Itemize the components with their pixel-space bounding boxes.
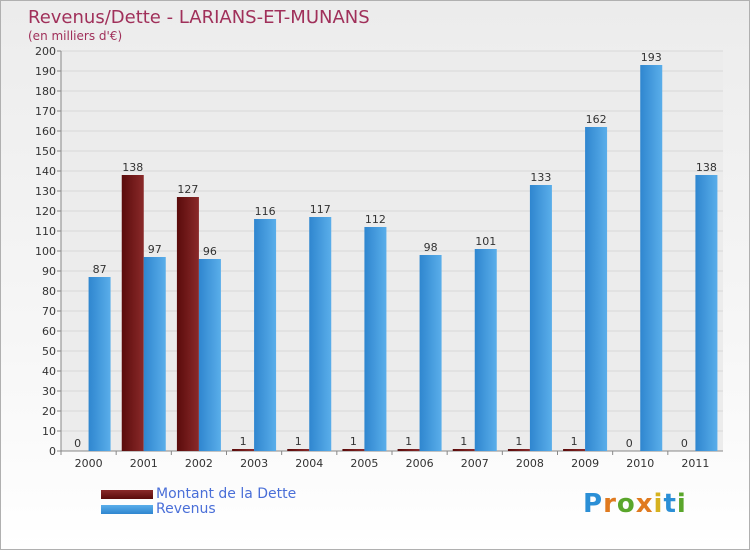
bar-revenus	[529, 185, 552, 451]
bar-revenus	[640, 65, 663, 451]
data-label-revenus: 112	[365, 213, 386, 226]
bar-dette	[563, 449, 586, 451]
bar-revenus	[143, 257, 166, 451]
y-tick-label: 150	[35, 145, 56, 158]
data-label-revenus: 193	[641, 51, 662, 64]
y-tick-label: 30	[42, 385, 56, 398]
y-tick-label: 10	[42, 425, 56, 438]
data-label-revenus: 87	[93, 263, 107, 276]
y-tick-label: 20	[42, 405, 56, 418]
data-label-revenus: 162	[586, 113, 607, 126]
x-tick-label: 2005	[350, 457, 378, 470]
logo-letter: i	[676, 489, 687, 519]
legend-swatch-revenus	[101, 505, 153, 514]
legend-label-dette: Montant de la Dette	[156, 486, 297, 502]
x-tick-label: 2004	[295, 457, 323, 470]
data-label-dette: 1	[460, 435, 467, 448]
bar-revenus	[364, 227, 387, 451]
y-tick-label: 160	[35, 125, 56, 138]
x-tick-label: 2009	[571, 457, 599, 470]
y-tick-label: 130	[35, 185, 56, 198]
y-tick-label: 60	[42, 325, 56, 338]
data-label-dette: 1	[240, 435, 247, 448]
y-tick-label: 50	[42, 345, 56, 358]
data-label-dette: 1	[571, 435, 578, 448]
data-label-revenus: 96	[203, 245, 217, 258]
logo-letter: o	[616, 489, 636, 519]
data-label-revenus: 138	[696, 161, 717, 174]
data-label-revenus: 133	[530, 171, 551, 184]
legend: Montant de la Dette Revenus	[101, 487, 296, 517]
proxiti-logo: Proxiti	[583, 489, 687, 519]
data-label-dette: 1	[350, 435, 357, 448]
data-label-dette: 1	[515, 435, 522, 448]
y-tick-label: 80	[42, 285, 56, 298]
bar-revenus	[474, 249, 497, 451]
y-tick-label: 200	[35, 45, 56, 58]
logo-letter: x	[635, 489, 654, 519]
data-label-dette: 138	[122, 161, 143, 174]
x-tick-label: 2000	[75, 457, 103, 470]
bar-revenus	[695, 175, 718, 451]
bar-dette	[287, 449, 310, 451]
chart-title: Revenus/Dette - LARIANS-ET-MUNANS	[28, 7, 370, 28]
logo-letter: t	[663, 489, 677, 519]
bar-dette	[507, 449, 530, 451]
legend-item-dette: Montant de la Dette	[101, 487, 296, 502]
bar-revenus	[254, 219, 277, 451]
bar-dette	[342, 449, 365, 451]
bar-revenus	[585, 127, 608, 451]
data-label-dette: 0	[626, 437, 633, 450]
data-label-dette: 1	[405, 435, 412, 448]
bar-dette	[397, 449, 420, 451]
y-tick-label: 120	[35, 205, 56, 218]
y-tick-label: 40	[42, 365, 56, 378]
bar-revenus	[309, 217, 332, 451]
y-tick-label: 90	[42, 265, 56, 278]
y-tick-label: 0	[49, 445, 56, 458]
legend-label-revenus: Revenus	[156, 501, 216, 517]
y-tick-label: 70	[42, 305, 56, 318]
x-tick-label: 2007	[461, 457, 489, 470]
x-tick-label: 2001	[130, 457, 158, 470]
logo-letter: P	[583, 489, 604, 519]
chart-subtitle: (en milliers d'€)	[28, 29, 123, 43]
data-label-dette: 1	[295, 435, 302, 448]
bar-revenus	[419, 255, 442, 451]
data-label-revenus: 101	[475, 235, 496, 248]
x-tick-label: 2006	[406, 457, 434, 470]
y-tick-label: 180	[35, 85, 56, 98]
x-tick-label: 2002	[185, 457, 213, 470]
y-tick-label: 100	[35, 245, 56, 258]
logo-letter: r	[603, 489, 617, 519]
legend-item-revenus: Revenus	[101, 502, 296, 517]
x-tick-label: 2003	[240, 457, 268, 470]
bar-dette	[232, 449, 255, 451]
y-tick-label: 110	[35, 225, 56, 238]
data-label-dette: 0	[681, 437, 688, 450]
x-tick-label: 2011	[681, 457, 709, 470]
data-label-revenus: 98	[424, 241, 438, 254]
legend-swatch-dette	[101, 490, 153, 499]
y-tick-label: 190	[35, 65, 56, 78]
x-tick-label: 2010	[626, 457, 654, 470]
bar-dette	[121, 175, 144, 451]
logo-letter: i	[653, 489, 664, 519]
bar-revenus	[198, 259, 221, 451]
data-label-dette: 127	[177, 183, 198, 196]
y-tick-label: 170	[35, 105, 56, 118]
bar-revenus	[88, 277, 111, 451]
data-label-revenus: 97	[148, 243, 162, 256]
bar-dette	[452, 449, 475, 451]
x-tick-label: 2008	[516, 457, 544, 470]
bar-dette	[176, 197, 199, 451]
y-tick-label: 140	[35, 165, 56, 178]
data-label-revenus: 116	[255, 205, 276, 218]
data-label-revenus: 117	[310, 203, 331, 216]
data-label-dette: 0	[74, 437, 81, 450]
